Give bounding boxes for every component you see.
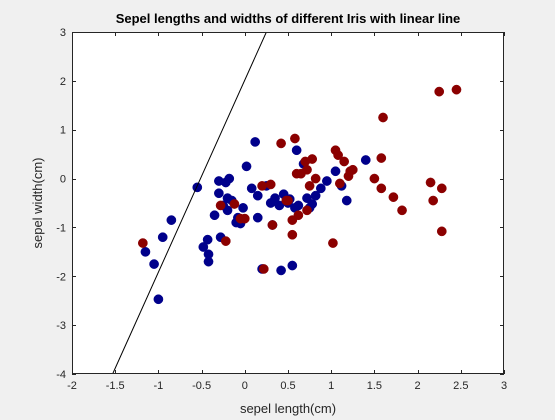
data-point — [397, 205, 407, 216]
x-tick-label: -1.5 — [106, 380, 125, 392]
data-point — [270, 193, 280, 203]
data-point — [360, 155, 371, 165]
data-point — [378, 112, 388, 123]
data-point — [434, 86, 445, 97]
data-point — [137, 238, 148, 248]
y-axis-label: sepel width(cm) — [30, 157, 45, 248]
data-point — [250, 137, 261, 147]
data-point — [287, 229, 298, 240]
data-point — [436, 226, 447, 237]
x-tick-label: 3 — [501, 380, 507, 392]
data-point — [252, 212, 263, 223]
x-tick-label: -1 — [154, 380, 164, 392]
data-point — [291, 145, 302, 156]
data-point — [209, 210, 220, 221]
x-axis-label: sepel length(cm) — [240, 401, 336, 416]
data-point — [198, 242, 209, 252]
data-point — [267, 220, 278, 230]
data-point — [293, 210, 304, 221]
y-tick-label: 2 — [60, 76, 66, 88]
data-point — [310, 173, 321, 184]
data-point — [339, 156, 350, 167]
data-point — [425, 177, 436, 188]
data-point — [334, 178, 345, 189]
data-point — [322, 176, 332, 186]
data-point — [388, 192, 399, 202]
data-point — [214, 188, 224, 199]
ticks-layer: -2 -1.5 -1 -0.5 0 0.5 1 1.5 2 2.5 3 -4 -3 -2 -1 0 1 2 3 — [56, 27, 507, 392]
data-point — [222, 205, 233, 216]
data-point — [203, 256, 214, 267]
y-tick-label: -3 — [56, 320, 66, 332]
data-point — [241, 161, 252, 172]
linear-line — [112, 32, 267, 374]
x-tick-label: -0.5 — [192, 380, 211, 392]
data-point — [192, 182, 203, 193]
data-point — [166, 215, 177, 225]
x-tick-label: 1 — [328, 380, 334, 392]
data-point — [451, 84, 462, 95]
data-point — [307, 199, 318, 209]
x-tick-label: 1.5 — [367, 380, 382, 392]
data-point — [276, 138, 286, 149]
y-tick-label: -2 — [56, 271, 66, 283]
data-point — [276, 265, 286, 276]
data-point — [252, 190, 263, 201]
x-tick-label: 0 — [242, 380, 248, 392]
data-point — [307, 154, 318, 164]
data-point — [229, 199, 240, 209]
data-point — [140, 247, 151, 257]
data-point — [283, 195, 293, 206]
chart-title: Sepel lengths and widths of different Ir… — [116, 11, 461, 26]
data-point — [220, 236, 231, 246]
data-point — [304, 181, 315, 191]
data-point — [202, 234, 213, 245]
data-point — [293, 200, 304, 211]
x-tick-label: -2 — [67, 380, 77, 392]
data-point — [330, 166, 341, 177]
data-point — [315, 183, 326, 194]
data-point — [428, 195, 439, 206]
data-point — [257, 181, 267, 191]
x-tick-label: 2.5 — [453, 380, 468, 392]
data-point — [302, 205, 312, 216]
data-point — [287, 260, 298, 271]
y-tick-label: -4 — [56, 369, 66, 381]
data-point — [238, 203, 248, 213]
data-point — [376, 153, 387, 163]
data-point — [376, 183, 387, 194]
data-point — [328, 238, 338, 248]
y-tick-label: 0 — [60, 174, 66, 186]
data-point — [369, 173, 380, 184]
data-point — [333, 150, 343, 160]
data-point — [157, 232, 168, 243]
y-tick-label: -1 — [56, 222, 66, 234]
points-layer — [137, 84, 462, 305]
data-point — [290, 133, 300, 144]
data-point — [258, 264, 269, 274]
data-point — [436, 183, 447, 194]
x-tick-label: 0.5 — [280, 380, 295, 392]
data-point — [153, 294, 164, 305]
data-point — [149, 259, 159, 269]
x-tick-label: 2 — [415, 380, 421, 392]
data-point — [265, 179, 276, 190]
data-point — [224, 173, 235, 184]
data-point — [341, 195, 352, 206]
data-point — [246, 183, 257, 194]
data-point — [302, 164, 312, 175]
data-point — [215, 200, 226, 211]
y-tick-label: 1 — [60, 125, 66, 137]
y-tick-label: 3 — [60, 27, 66, 39]
data-point — [239, 213, 250, 224]
data-point — [310, 190, 321, 201]
data-point — [347, 164, 358, 175]
